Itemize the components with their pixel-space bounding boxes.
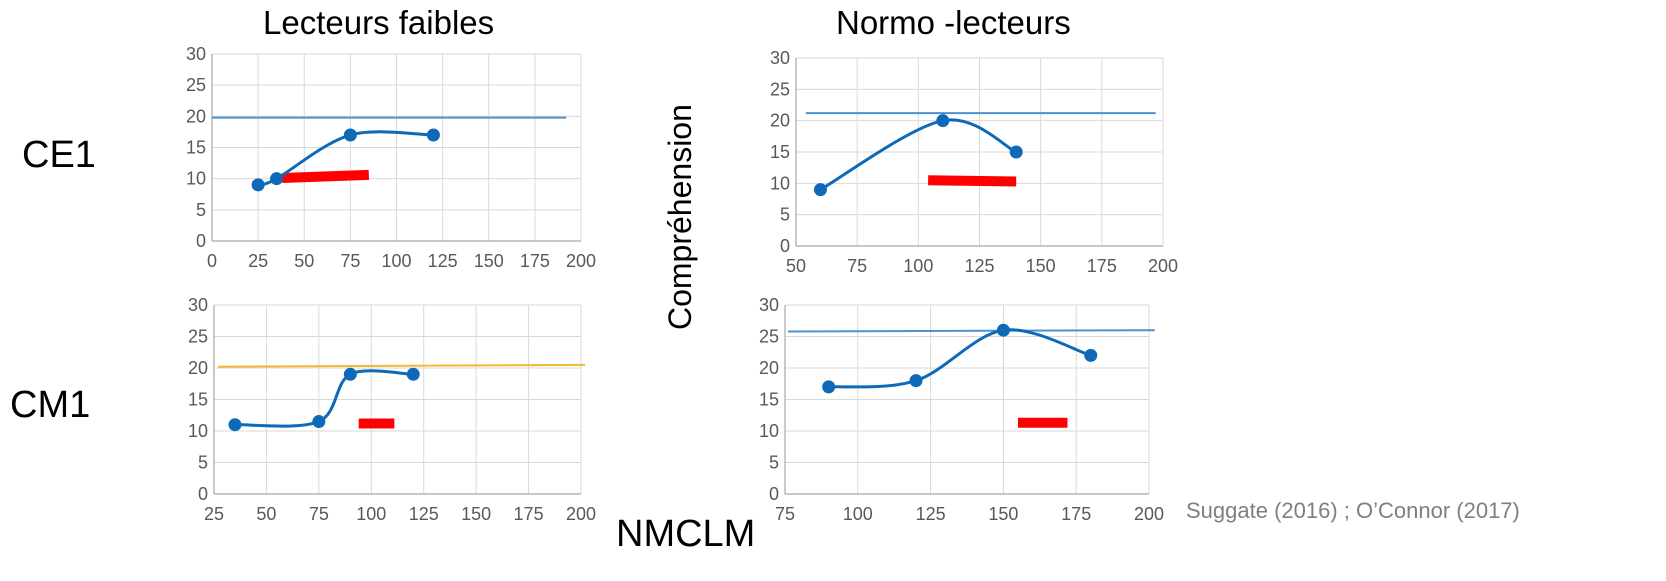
- x-tick-label: 150: [461, 504, 491, 524]
- y-tick-label: 20: [759, 358, 779, 378]
- threshold-line: [218, 363, 586, 368]
- x-tick-label: 75: [775, 504, 795, 524]
- x-tick-label: 75: [847, 256, 867, 276]
- y-tick-label: 0: [780, 236, 790, 256]
- x-tick-label: 25: [204, 504, 224, 524]
- y-tick-label: 20: [186, 106, 206, 126]
- column-title-normo: Normo -lecteurs: [836, 4, 1071, 41]
- x-tick-label: 200: [1148, 256, 1178, 276]
- y-tick-label: 10: [770, 173, 790, 193]
- y-tick-label: 30: [188, 295, 208, 315]
- y-tick-label: 20: [188, 358, 208, 378]
- red-bar: [281, 169, 370, 184]
- row-label-ce1: CE1: [22, 134, 96, 176]
- x-tick-label: 75: [340, 251, 360, 271]
- y-tick-label: 10: [759, 421, 779, 441]
- row-label-cm1: CM1: [10, 384, 91, 426]
- data-point: [1009, 145, 1023, 159]
- data-point: [813, 183, 827, 197]
- y-tick-label: 0: [769, 484, 779, 504]
- column-title-faibles: Lecteurs faibles: [263, 4, 495, 41]
- x-tick-label: 50: [294, 251, 314, 271]
- x-tick-label: 150: [988, 504, 1018, 524]
- data-point: [343, 128, 357, 142]
- y-tick-label: 25: [186, 75, 206, 95]
- x-tick-label: 100: [381, 251, 411, 271]
- y-tick-label: 30: [759, 295, 779, 315]
- x-tick-label: 175: [1061, 504, 1091, 524]
- y-tick-label: 30: [186, 44, 206, 64]
- y-tick-label: 15: [186, 138, 206, 158]
- y-tick-label: 5: [769, 453, 779, 473]
- x-tick-label: 100: [843, 504, 873, 524]
- y-tick-label: 25: [759, 327, 779, 347]
- x-tick-label: 175: [514, 504, 544, 524]
- x-tick-label: 50: [786, 256, 806, 276]
- series-line: [827, 328, 1093, 389]
- data-point: [426, 128, 440, 142]
- data-point: [406, 367, 420, 381]
- data-point: [936, 114, 950, 128]
- x-tick-label: 150: [474, 251, 504, 271]
- x-tick-label: 125: [916, 504, 946, 524]
- data-point: [228, 418, 242, 432]
- y-tick-label: 20: [770, 111, 790, 131]
- x-axis-label: NMCLM: [616, 513, 756, 555]
- y-tick-label: 10: [186, 169, 206, 189]
- x-tick-label: 200: [566, 251, 596, 271]
- x-tick-label: 0: [207, 251, 217, 271]
- y-tick-label: 5: [780, 205, 790, 225]
- y-tick-label: 25: [188, 327, 208, 347]
- source-credit: Suggate (2016) ; O’Connor (2017): [1186, 498, 1520, 523]
- data-point: [343, 367, 357, 381]
- data-point: [312, 415, 326, 429]
- x-tick-label: 100: [903, 256, 933, 276]
- y-tick-label: 15: [759, 390, 779, 410]
- data-point: [909, 374, 923, 388]
- threshold-line: [787, 329, 1155, 333]
- y-tick-label: 15: [188, 390, 208, 410]
- x-tick-label: 200: [566, 504, 596, 524]
- x-tick-label: 125: [409, 504, 439, 524]
- data-point: [270, 172, 284, 186]
- data-point: [996, 323, 1010, 337]
- y-tick-label: 0: [196, 231, 206, 251]
- y-tick-label: 15: [770, 142, 790, 162]
- y-tick-label: 25: [770, 79, 790, 99]
- x-tick-label: 175: [1087, 256, 1117, 276]
- y-tick-label: 10: [188, 421, 208, 441]
- x-tick-label: 200: [1134, 504, 1164, 524]
- x-tick-label: 100: [356, 504, 386, 524]
- x-tick-label: 175: [520, 251, 550, 271]
- x-tick-label: 25: [248, 251, 268, 271]
- x-tick-label: 75: [309, 504, 329, 524]
- data-point: [251, 178, 265, 192]
- y-tick-label: 0: [198, 484, 208, 504]
- x-tick-label: 125: [428, 251, 458, 271]
- data-point: [822, 380, 836, 394]
- x-tick-label: 150: [1026, 256, 1056, 276]
- x-tick-label: 50: [256, 504, 276, 524]
- series-line: [233, 369, 415, 428]
- y-tick-label: 5: [196, 200, 206, 220]
- x-tick-label: 125: [964, 256, 994, 276]
- y-tick-label: 5: [198, 453, 208, 473]
- data-point: [1084, 348, 1098, 362]
- red-bar: [928, 175, 1017, 187]
- y-tick-label: 30: [770, 48, 790, 68]
